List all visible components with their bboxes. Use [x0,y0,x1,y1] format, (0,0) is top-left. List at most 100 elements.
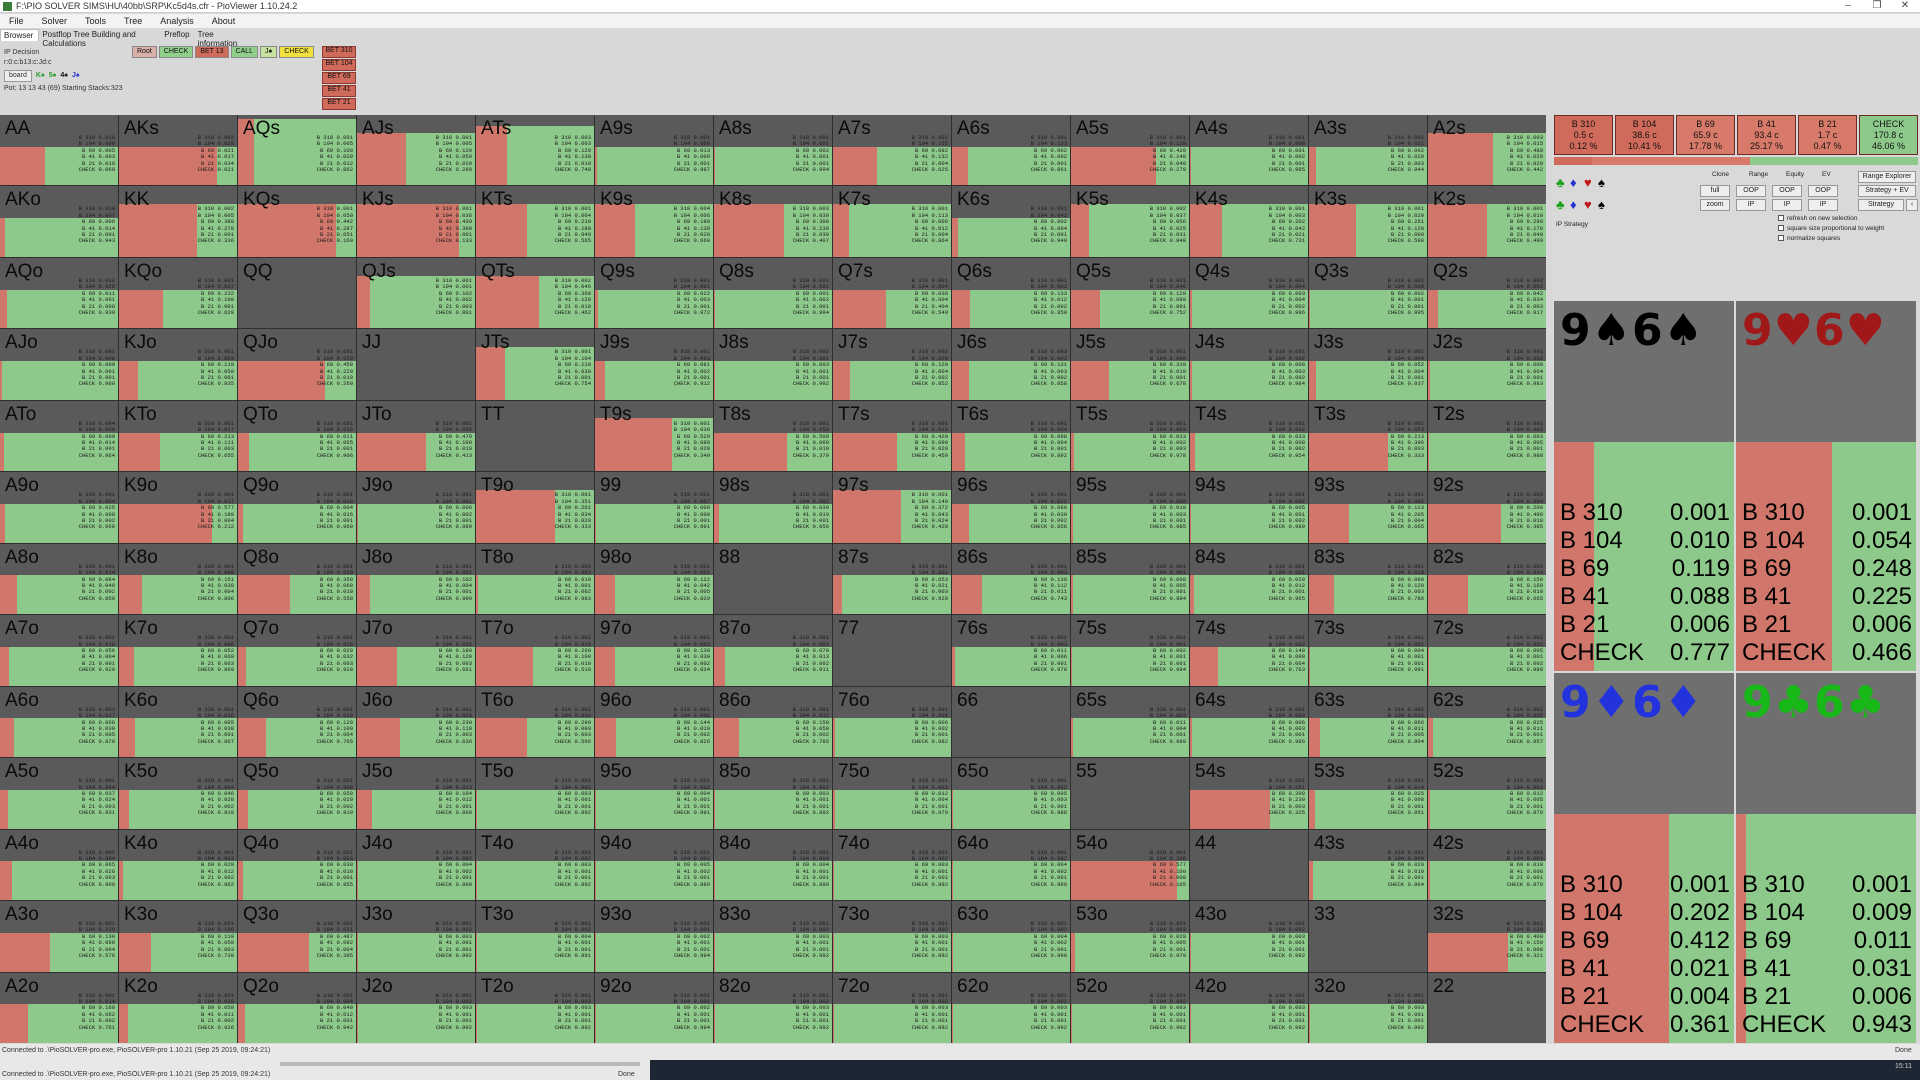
zoom-button[interactable]: zoom [1700,199,1730,211]
hand-cell[interactable]: T8s B 310 0.001 B 104 0.050 B 69 0.500 B 41 … [714,400,832,472]
hand-cell[interactable]: A5o B 310 0.001 B 104 0.004 B 69 0.037 B 41 … [0,758,118,829]
combo-panel[interactable]: 9♦6♦ B 310 0.001 B 104 0.202 B 69 0.412 B 41 0.0… [1554,673,1734,1043]
hand-cell[interactable]: T4s B 310 0.001 B 104 0.002 B 69 0.033 B 41 … [1190,400,1308,472]
hand-cell[interactable]: K5o B 310 0.001 B 104 0.004 B 69 0.046 B 41 … [119,758,237,829]
hand-cell[interactable]: 88 [714,543,832,615]
hand-cell[interactable]: T3s B 310 0.002 B 104 0.053 B 69 0.213 B 41 … [1309,400,1427,472]
hand-cell[interactable]: J5o B 310 0.001 B 104 0.013 B 69 0.104 B 41 … [357,758,475,829]
tab-tree-information[interactable]: Tree information [197,30,238,48]
bet-104-button[interactable]: BET 104 [322,59,356,71]
hand-cell[interactable]: J4o B 310 0.001 B 104 0.002 B 69 0.004 B 41 … [357,829,475,901]
heart-icon[interactable]: ♥ [1584,175,1592,190]
hand-cell[interactable]: 92s B 310 0.001 B 104 0.004 B 69 0.200 B 41 … [1428,472,1546,543]
hand-cell[interactable]: 85o B 310 0.001 B 104 0.002 B 69 0.003 B 41 … [714,758,832,829]
hand-cell[interactable]: 99 B 310 0.001 B 104 0.007 B 69 0.000 B 41 0… [595,472,713,543]
hand-cell[interactable]: JTo B 310 0.002 B 104 0.005 B 69 0.470 B 41 … [357,400,475,472]
hand-cell[interactable]: Q6o B 310 0.001 B 104 0.010 B 69 0.120 B 41 … [238,686,356,758]
summary-b-310[interactable]: B 310 0.5 c 0.12 % [1554,115,1613,155]
hand-cell[interactable]: 52s B 310 0.001 B 104 0.002 B 69 0.012 B 41 … [1428,758,1546,829]
summary-b-69[interactable]: B 69 65.9 c 17.78 % [1676,115,1735,155]
hand-cell[interactable]: Q3o B 310 0.001 B 104 0.021 B 69 0.487 B 41 … [238,901,356,972]
strategy-button[interactable]: Strategy [1858,199,1904,211]
action-root-button[interactable]: Root [132,46,157,58]
hand-cell[interactable]: A3o B 310 0.001 B 104 0.229 B 69 0.130 B 41 … [0,901,118,972]
hand-cell[interactable]: 75s B 310 0.001 B 104 0.001 B 69 0.002 B 41 … [1071,615,1189,686]
hand-cell[interactable]: Q7s B 310 0.001 B 104 0.004 B 69 0.038 B 41 … [833,257,951,329]
hand-cell[interactable]: 75o B 310 0.001 B 104 0.003 B 69 0.012 B 41 … [833,758,951,829]
spade-icon[interactable]: ♠ [1598,197,1605,212]
hand-cell[interactable]: 73o B 310 0.001 B 104 0.002 B 69 0.003 B 41 … [833,901,951,972]
hand-cell[interactable]: J4s B 310 0.001 B 104 0.002 B 69 0.008 B 41 … [1190,329,1308,400]
hand-cell[interactable]: KJs B 310 0.001 B 104 0.036 B 69 0.439 B 41 … [357,186,475,257]
hand-cell[interactable]: T5s B 310 0.001 B 104 0.003 B 69 0.013 B 41 … [1071,400,1189,472]
hand-cell[interactable]: 43o B 310 0.001 B 104 0.002 B 69 0.003 B 41 … [1190,901,1308,972]
hand-cell[interactable]: Q9o B 310 0.001 B 104 0.018 B 69 0.004 B 41 … [238,472,356,543]
hand-cell[interactable]: ATo B 310 0.004 B 104 0.008 B 69 0.009 B 41 … [0,400,118,472]
hand-cell[interactable]: 54o B 310 0.001 B 104 0.208 B 69 0.577 B 41 … [1071,829,1189,901]
hand-cell[interactable]: KK B 310 0.002 B 104 0.005 B 69 0.380 B 41 0… [119,186,237,257]
hand-cell[interactable]: 62s B 310 0.001 B 104 0.005 B 69 0.025 B 41 … [1428,686,1546,758]
ev-ip-button[interactable]: IP [1808,199,1838,211]
hand-cell[interactable]: AJo B 310 0.001 B 104 0.008 B 69 0.009 B 41 … [0,329,118,400]
equity-ip-button[interactable]: IP [1772,199,1802,211]
hand-cell[interactable]: 82o B 310 0.001 B 104 0.002 B 69 0.003 B 41 … [714,972,832,1043]
hand-cell[interactable]: 42s B 310 0.001 B 104 0.003 B 69 0.010 B 41 … [1428,829,1546,901]
hand-cell[interactable]: J5s B 310 0.001 B 104 0.000 B 69 0.310 B 41 … [1071,329,1189,400]
hand-cell[interactable]: 32o B 310 0.001 B 104 0.002 B 69 0.003 B 41 … [1309,972,1427,1043]
hand-cell[interactable]: A9o B 310 0.001 B 104 0.004 B 69 0.025 B 41 … [0,472,118,543]
hand-cell[interactable]: TT [476,400,594,472]
hand-cell[interactable]: J8s B 310 0.002 B 104 0.001 B 69 0.003 B 41 … [714,329,832,400]
club-icon[interactable]: ♣ [1556,175,1565,190]
hand-cell[interactable]: 77 [833,615,951,686]
normalize-checkbox[interactable]: normalize squares [1778,235,1840,242]
hand-cell[interactable]: 76o B 310 0.001 B 104 0.008 B 69 0.006 B 41 … [833,686,951,758]
hand-cell[interactable]: 95o B 310 0.001 B 104 0.002 B 69 0.004 B 41 … [595,758,713,829]
summary-check[interactable]: CHECK 170.8 c 46.06 % [1859,115,1918,155]
hand-cell[interactable]: 63o B 310 0.001 B 104 0.002 B 69 0.004 B 41 … [952,901,1070,972]
hand-cell[interactable]: K7s B 310 0.001 B 104 0.113 B 69 0.006 B 41 … [833,186,951,257]
hand-cell[interactable]: K8s B 310 0.003 B 104 0.030 B 69 0.300 B 41 … [714,186,832,257]
hand-cell[interactable]: 84s B 310 0.001 B 104 0.001 B 69 0.020 B 41 … [1190,543,1308,615]
hand-cell[interactable]: JJ [357,329,475,400]
hand-cell[interactable]: 32s B 310 0.001 B 104 0.120 B 69 0.400 B 41 … [1428,901,1546,972]
hand-cell[interactable]: 94s B 310 0.001 B 104 0.002 B 69 0.005 B 41 … [1190,472,1308,543]
hand-cell[interactable]: T2o B 310 0.001 B 104 0.002 B 69 0.003 B 41 … [476,972,594,1043]
diamond-icon[interactable]: ♦ [1570,197,1577,212]
hand-cell[interactable]: 82s B 310 0.001 B 104 0.014 B 69 0.150 B 41 … [1428,543,1546,615]
hand-cell[interactable]: Q3s B 310 0.001 B 104 0.000 B 69 0.002 B 41 … [1309,257,1427,329]
hand-cell[interactable]: T9o B 310 0.001 B 104 0.351 B 69 0.261 B 41 … [476,472,594,543]
full-button[interactable]: full [1700,185,1730,197]
hand-cell[interactable]: QQ [238,257,356,329]
hand-cell[interactable]: A3s B 310 0.001 B 104 0.021 B 69 0.002 B 41 … [1309,115,1427,186]
bet-41-button[interactable]: BET 41 [322,85,356,97]
hand-cell[interactable]: A4s B 310 0.001 B 104 0.000 B 69 0.001 B 41 … [1190,115,1308,186]
hand-cell[interactable]: 93s B 310 0.001 B 104 0.002 B 69 0.123 B 41 … [1309,472,1427,543]
summary-b-21[interactable]: B 21 1.7 c 0.47 % [1798,115,1857,155]
hand-cell[interactable]: J6s B 310 0.003 B 104 0.003 B 69 0.131 B 41 … [952,329,1070,400]
hand-cell[interactable]: KTs B 310 0.001 B 104 0.004 B 69 0.210 B 41 … [476,186,594,257]
hand-cell[interactable]: Q5s B 310 0.001 B 104 0.046 B 69 0.120 B 41 … [1071,257,1189,329]
hand-cell[interactable]: K3s B 310 0.001 B 104 0.020 B 69 0.261 B 41 … [1309,186,1427,257]
bet-69-button[interactable]: BET 69 [322,72,356,84]
hand-cell[interactable]: 86o B 310 0.001 B 104 0.012 B 69 0.150 B 41 … [714,686,832,758]
hand-cell[interactable]: A2s B 310 0.003 B 104 0.015 B 69 0.480 B 41 … [1428,115,1546,186]
tab-postflop[interactable]: Postflop Tree Building and Calculations [42,30,136,48]
minimize-icon[interactable]: – [1845,0,1851,11]
hand-cell[interactable]: J6o B 310 0.001 B 104 0.020 B 69 0.230 B 41 … [357,686,475,758]
hand-cell[interactable]: K2s B 310 0.001 B 104 0.010 B 69 0.280 B 41 … [1428,186,1546,257]
hand-cell[interactable]: T9s B 310 0.001 B 104 0.030 B 69 0.520 B 41 … [595,400,713,472]
hand-cell[interactable]: J7s B 310 0.002 B 104 0.020 B 69 0.120 B 41 … [833,329,951,400]
hand-cell[interactable]: T6s B 310 0.001 B 104 0.004 B 69 0.098 B 41 … [952,400,1070,472]
hand-cell[interactable]: 87o B 310 0.001 B 104 0.003 B 69 0.070 B 41 … [714,615,832,686]
hand-cell[interactable]: A7s B 310 0.002 B 104 0.155 B 69 0.082 B 41 … [833,115,951,186]
hand-cell[interactable]: 52o B 310 0.001 B 104 0.002 B 69 0.003 B 41 … [1071,972,1189,1043]
hand-cell[interactable]: K4o B 310 0.001 B 104 0.003 B 69 0.020 B 41 … [119,829,237,901]
hand-cell[interactable]: 76s B 310 0.001 B 104 0.003 B 69 0.011 B 41 … [952,615,1070,686]
summary-b-104[interactable]: B 104 38.6 c 10.41 % [1615,115,1674,155]
hand-cell[interactable]: T3o B 310 0.001 B 104 0.002 B 69 0.004 B 41 … [476,901,594,972]
hand-cell[interactable]: K5s B 310 0.002 B 104 0.037 B 69 0.056 B 41 … [1071,186,1189,257]
hand-cell[interactable]: 96s B 310 0.001 B 104 0.022 B 69 0.080 B 41 … [952,472,1070,543]
hand-cell[interactable]: QJs B 310 0.001 B 104 0.001 B 69 0.102 B 41 … [357,257,475,329]
hand-cell[interactable]: 53s B 310 0.001 B 104 0.014 B 69 0.025 B 41 … [1309,758,1427,829]
hand-cell[interactable]: 98s B 310 0.001 B 104 0.002 B 69 0.030 B 41 … [714,472,832,543]
